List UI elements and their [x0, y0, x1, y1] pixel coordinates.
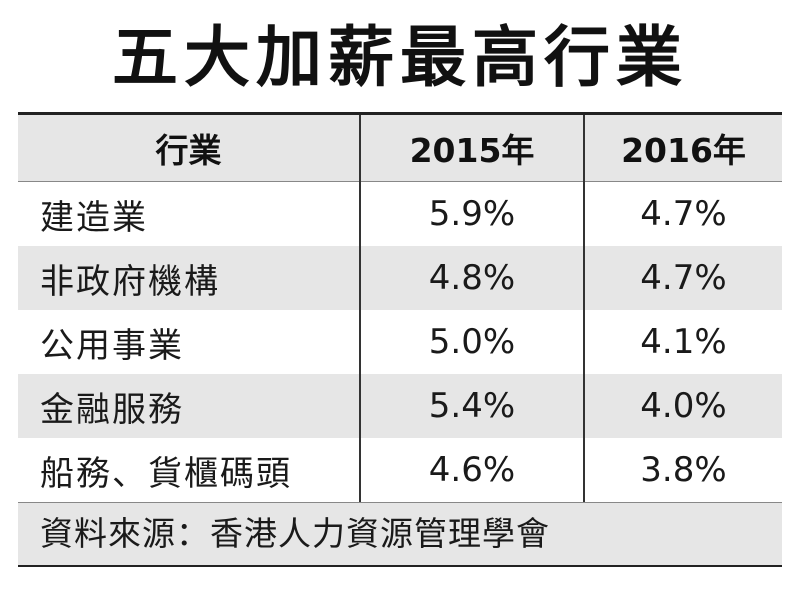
header-2015: 2015年: [359, 115, 584, 182]
table-row: 金融服務 5.4% 4.0%: [18, 374, 782, 438]
industry-cell: 非政府機構: [18, 246, 360, 310]
pct-2015-cell: 5.9%: [359, 181, 584, 246]
industry-cell: 金融服務: [18, 374, 360, 438]
header-industry: 行業: [18, 115, 360, 182]
pct-2016-cell: 4.0%: [583, 374, 782, 438]
salary-table-container: 行業 2015年 2016年 建造業 5.9% 4.7% 非政府機構 4.8% …: [18, 112, 782, 567]
pct-2015-cell: 4.8%: [359, 246, 584, 310]
industry-cell: 公用事業: [40, 325, 184, 366]
pct-2016-cell: 3.8%: [583, 438, 782, 502]
table-row: 非政府機構 4.8% 4.7%: [18, 246, 782, 310]
page-title: 五大加薪最高行業: [112, 19, 688, 96]
pct-2015-cell: 5.4%: [359, 374, 584, 438]
source-note: 資料來源：香港人力資源管理學會: [18, 502, 782, 567]
table-row: 船務、貨櫃碼頭 4.6% 3.8%: [18, 438, 782, 502]
table-header-row: 行業 2015年 2016年: [18, 115, 782, 182]
pct-2015-cell: 5.0%: [359, 310, 584, 374]
pct-2016-cell: 4.7%: [583, 181, 782, 246]
header-2016: 2016年: [583, 115, 782, 182]
pct-2016-cell: 4.7%: [583, 246, 782, 310]
pct-2015-cell: 4.6%: [359, 438, 584, 502]
table-row: 公用事業 5.0% 4.1%: [18, 310, 782, 374]
industry-cell: 船務、貨櫃碼頭: [40, 453, 292, 494]
salary-table: 行業 2015年 2016年 建造業 5.9% 4.7% 非政府機構 4.8% …: [18, 115, 782, 502]
pct-2016-cell: 4.1%: [583, 310, 782, 374]
industry-cell: 建造業: [40, 197, 148, 238]
table-row: 建造業 5.9% 4.7%: [18, 181, 782, 246]
